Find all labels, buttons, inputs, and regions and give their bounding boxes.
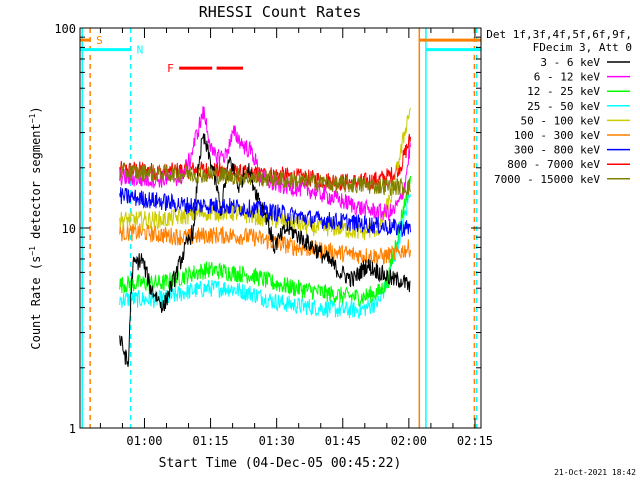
series-line <box>119 187 411 237</box>
y-axis-label-exp1: −1 <box>28 246 37 256</box>
legend-label: 50 - 100 keV <box>521 114 601 127</box>
x-tick-label: 01:15 <box>193 434 229 448</box>
y-tick-label: 100 <box>54 22 76 36</box>
flag-label: F <box>167 62 174 75</box>
y-tick-label: 10 <box>62 222 76 236</box>
flag-label: N <box>137 44 144 57</box>
timestamp: 21-Oct-2021 18:42 <box>554 468 636 477</box>
vertical-markers <box>81 28 478 428</box>
x-tick-label: 01:45 <box>325 434 361 448</box>
y-axis-label-mid: detector segment <box>29 123 43 246</box>
y-axis-label-main: Count Rate (s <box>29 256 43 350</box>
legend-label: 7000 - 15000 keV <box>494 173 600 186</box>
legend: Det 1f,3f,4f,5f,6f,9f, FDecim 3, Att 0 3… <box>486 28 632 186</box>
legend-label: 800 - 7000 keV <box>507 158 600 171</box>
legend-header-line-2: FDecim 3, Att 0 <box>533 41 632 54</box>
legend-label: 100 - 300 keV <box>514 129 600 142</box>
y-axis-label-close: ) <box>29 106 43 113</box>
series-line <box>119 176 411 307</box>
y-axis-label: Count Rate (s−1 detector segment−1) <box>28 106 43 349</box>
x-tick-label: 02:00 <box>391 434 427 448</box>
series-line <box>119 223 411 265</box>
x-tick-label: 02:15 <box>457 434 493 448</box>
legend-label: 3 - 6 keV <box>540 56 600 69</box>
chart-title: RHESSI Count Rates <box>199 3 362 21</box>
legend-header-line-1: Det 1f,3f,4f,5f,6f,9f, <box>486 28 632 41</box>
x-axis-label: Start Time (04-Dec-05 00:45:22) <box>159 456 402 471</box>
x-tick-label: 01:00 <box>126 434 162 448</box>
flag-label: S <box>96 34 103 47</box>
y-axis-label-exp2: −1 <box>28 113 37 123</box>
legend-label: 12 - 25 keV <box>527 85 600 98</box>
legend-label: 25 - 50 keV <box>527 100 600 113</box>
series-lines <box>119 106 411 367</box>
flag-bars: S N F <box>80 34 481 75</box>
legend-label: 300 - 800 keV <box>514 144 600 157</box>
axes: 1 10 100 01:00 01:15 01:30 01:45 02:00 02:15 <box>54 22 493 448</box>
x-tick-label: 01:30 <box>259 434 295 448</box>
legend-label: 6 - 12 keV <box>534 71 601 84</box>
series-line <box>119 192 411 320</box>
series-line <box>119 133 411 367</box>
y-tick-label: 1 <box>69 422 76 436</box>
series-line <box>119 162 411 197</box>
